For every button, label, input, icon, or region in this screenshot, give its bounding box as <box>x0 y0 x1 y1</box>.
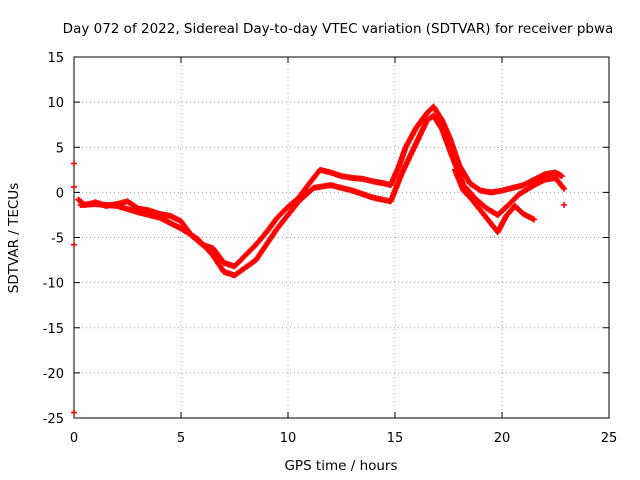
x-axis-label: GPS time / hours <box>284 458 397 474</box>
x-tick-label: 5 <box>177 431 185 446</box>
y-axis-label: SDTVAR / TECUs <box>6 183 22 293</box>
x-tick-label: 10 <box>280 431 297 446</box>
x-tick-label: 15 <box>387 431 404 446</box>
data-point <box>71 160 77 167</box>
y-tick-label: 5 <box>56 141 64 156</box>
series-group <box>71 160 568 416</box>
series-group <box>77 112 568 279</box>
y-tick-label: 0 <box>56 186 64 201</box>
grid-lines <box>74 57 609 418</box>
data-markers <box>71 103 568 416</box>
y-tick-label: -25 <box>43 412 64 427</box>
y-tick-label: 15 <box>47 51 64 66</box>
x-tick-label: 0 <box>70 431 78 446</box>
chart-title: Day 072 of 2022, Sidereal Day-to-day VTE… <box>63 21 614 37</box>
y-tick-label: -5 <box>51 232 64 247</box>
data-point <box>71 409 77 416</box>
axis-ticks: 0 5 10 15 20 25 15 10 5 0 -5 -10 -15 -20 -25 <box>43 51 618 446</box>
data-point <box>71 183 77 190</box>
data-point <box>71 241 77 248</box>
y-tick-label: 10 <box>47 96 64 111</box>
x-tick-label: 25 <box>601 431 618 446</box>
data-point <box>531 216 538 223</box>
y-tick-label: -20 <box>43 367 64 382</box>
data-point <box>561 185 568 192</box>
data-point <box>558 173 565 180</box>
y-tick-label: -15 <box>43 322 64 337</box>
x-tick-label: 20 <box>494 431 511 446</box>
data-point <box>561 202 568 209</box>
series-group <box>451 166 538 236</box>
y-tick-label: -10 <box>43 277 64 292</box>
